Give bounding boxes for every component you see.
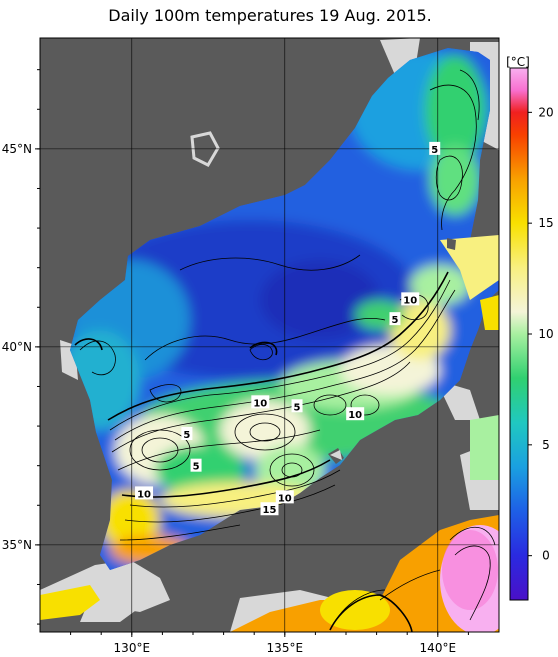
contour-label: 10 <box>278 493 292 504</box>
colorbar-tick-label: 0 <box>542 549 550 563</box>
islands <box>195 135 456 464</box>
map-title: Daily 100m temperatures 19 Aug. 2015. <box>108 6 432 25</box>
contour-label-bg <box>190 458 202 472</box>
axis-labels: 130°E 135°E 140°E 35°N 40°N 45°N <box>2 142 456 655</box>
bold-contours <box>74 271 449 632</box>
island-nodata <box>190 131 342 460</box>
colorbar: [°C] 0 5 10 15 20 <box>506 55 554 601</box>
x-tick-label: 140°E <box>420 641 457 655</box>
colorbar-tick-label: 5 <box>542 438 550 452</box>
colorbar-unit: [°C] <box>506 55 530 69</box>
contour-label-bg <box>389 312 401 326</box>
contour-lines <box>79 69 496 631</box>
contour-label-bg <box>275 490 294 504</box>
contour-label: 10 <box>253 398 267 409</box>
x-tick-label: 130°E <box>114 641 151 655</box>
colorbar-tick-label: 10 <box>538 327 553 341</box>
contour-label: 5 <box>391 315 398 326</box>
colorbar-ticks: 0 5 10 15 20 <box>528 105 554 563</box>
colorbar-tick-label: 20 <box>538 105 553 119</box>
contour-label: 5 <box>431 145 438 156</box>
axis-ticks <box>35 69 469 637</box>
contour-label: 5 <box>183 430 190 441</box>
contour-label: 10 <box>348 410 362 421</box>
x-tick-label: 135°E <box>267 641 304 655</box>
contour-label-bg <box>401 292 420 306</box>
contour-label-bg <box>251 395 270 409</box>
contour-label-bg <box>346 407 365 421</box>
colorbar-scale <box>509 67 529 601</box>
map-frame <box>39 37 500 633</box>
y-tick-label: 45°N <box>2 142 32 156</box>
contour-label-bg <box>260 502 279 516</box>
colorbar-tick-label: 15 <box>538 216 553 230</box>
y-tick-label: 35°N <box>2 538 32 552</box>
contour-label-bg <box>135 486 154 500</box>
graticule <box>40 38 499 632</box>
contour-label: 5 <box>294 402 301 413</box>
contour-label: 5 <box>193 462 200 473</box>
contour-label: 10 <box>137 489 151 500</box>
contour-label-bg <box>181 427 193 440</box>
contour-label: 10 <box>403 295 417 306</box>
contour-label: 15 <box>263 505 277 516</box>
contour-label-bg <box>429 141 441 155</box>
contour-label-bg <box>291 399 303 413</box>
y-tick-label: 40°N <box>2 340 32 354</box>
